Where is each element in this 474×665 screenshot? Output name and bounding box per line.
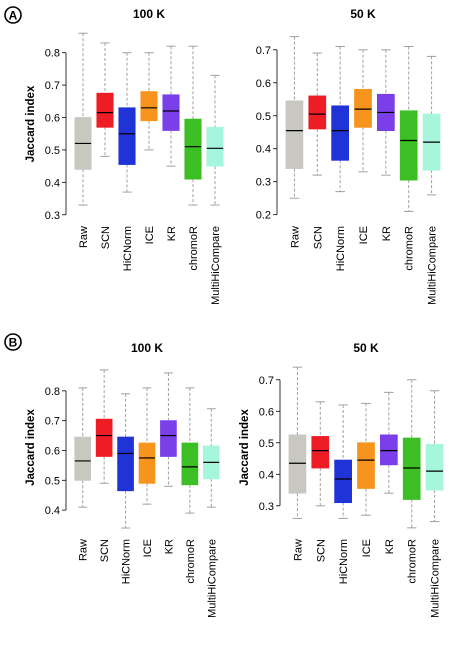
box-multihicompare [206,126,224,167]
x-tick-label: HiCNorm [338,539,350,584]
x-tick-label: Raw [289,226,301,248]
box-scn [311,436,330,469]
box-scn [308,95,327,130]
box-ice [138,442,156,484]
y-tick-label: 0.3 [259,501,274,513]
y-tick-label: 0.7 [259,375,274,387]
svg-text:B: B [9,336,18,350]
x-tick-label: ICE [358,226,370,244]
box-kr [160,420,177,457]
chart-title: 100 K [133,7,165,21]
y-tick-label: 0.2 [256,210,271,222]
x-tick-label: Raw [78,539,90,561]
y-axis-label: Jaccard index [25,409,37,486]
y-axis-label: Jaccard index [239,409,251,486]
y-tick-label: 0.5 [45,475,60,487]
y-tick-label: 0.3 [256,177,271,189]
boxplot-chart: 50 K 0.2 0.3 0.4 0.5 0.6 0.7 Raw SCN HiCNorm ICE KR… [256,7,441,305]
box-hicnorm [118,107,136,165]
box-scn [95,418,113,457]
box-hicnorm [334,459,352,504]
panel-label-a: A [4,6,22,24]
x-tick-label: MultiHiCompare [430,539,442,618]
box-kr [379,434,398,466]
chart-title: 50 K [350,7,376,21]
box-kr [162,94,180,131]
x-tick-label: SCN [312,226,324,249]
x-tick-label: SCN [315,539,327,562]
box-chromor [402,437,421,500]
x-tick-label: chromoR [185,539,197,584]
box-ice [354,88,372,128]
chart-title: 50 K [353,341,379,355]
panel-label-b: B [4,333,22,351]
box-hicnorm [117,436,134,492]
box-raw [74,436,92,481]
y-tick-label: 0.6 [259,406,274,418]
boxplot-chart: 50 K Jaccard index 0.3 0.4 0.5 0.6 0.7 Raw SCN Hi… [239,341,444,618]
y-tick-label: 0.5 [45,145,60,157]
x-tick-label: ICE [142,539,154,557]
y-tick-label: 0.4 [45,505,60,517]
box-ice [140,91,158,122]
y-tick-label: 0.4 [45,177,60,189]
box-hicnorm [331,105,349,161]
x-tick-label: MultiHiCompare [427,226,439,305]
y-tick-label: 0.8 [45,48,60,60]
x-tick-label: KR [384,539,396,554]
y-tick-label: 0.4 [256,144,271,156]
x-tick-label: MultiHiCompare [206,539,218,618]
box-raw [285,100,304,169]
x-tick-label: SCN [100,226,112,249]
x-tick-label: chromoR [404,226,416,271]
chart-title: 100 K [131,341,163,355]
svg-text:A: A [9,9,18,23]
y-tick-label: 0.5 [259,438,274,450]
x-tick-label: SCN [99,539,111,562]
x-tick-label: HiCNorm [121,539,133,584]
y-tick-label: 0.6 [256,78,271,90]
x-tick-label: chromoR [188,226,200,271]
box-chromor [184,118,202,180]
y-tick-label: 0.5 [256,111,271,123]
box-ice [357,442,375,489]
x-tick-label: HiCNorm [335,226,347,271]
y-tick-label: 0.8 [45,386,60,398]
boxplot-chart: 100 K Jaccard index 0.4 0.5 0.6 0.7 0.8 Raw SCN H… [25,341,220,618]
x-tick-label: Raw [292,539,304,561]
y-tick-label: 0.7 [45,416,60,428]
x-tick-label: chromoR [407,539,419,584]
box-scn [96,92,114,128]
y-tick-label: 0.7 [256,45,271,57]
y-tick-label: 0.6 [45,113,60,125]
boxplot-chart: 100 K Jaccard index 0.3 0.4 0.5 0.6 0.7 0.8 Raw S… [25,7,224,305]
charts-layer: 100 K Jaccard index 0.3 0.4 0.5 0.6 0.7 0.8 Raw S… [25,7,444,618]
x-tick-label: KR [166,226,178,241]
box-chromor [181,442,199,486]
y-tick-label: 0.4 [259,469,274,481]
x-tick-label: ICE [361,539,373,557]
x-tick-label: HiCNorm [122,226,134,271]
y-tick-label: 0.6 [45,445,60,457]
x-tick-label: KR [163,539,175,554]
y-axis-label: Jaccard index [25,85,37,162]
box-raw [288,434,307,494]
x-tick-label: Raw [78,226,90,248]
x-tick-label: ICE [144,226,156,244]
y-tick-label: 0.3 [45,210,60,222]
x-tick-label: MultiHiCompare [210,226,222,305]
x-tick-label: KR [381,226,393,241]
y-tick-label: 0.7 [45,80,60,92]
box-chromor [399,110,418,181]
box-multihicompare [425,443,444,491]
